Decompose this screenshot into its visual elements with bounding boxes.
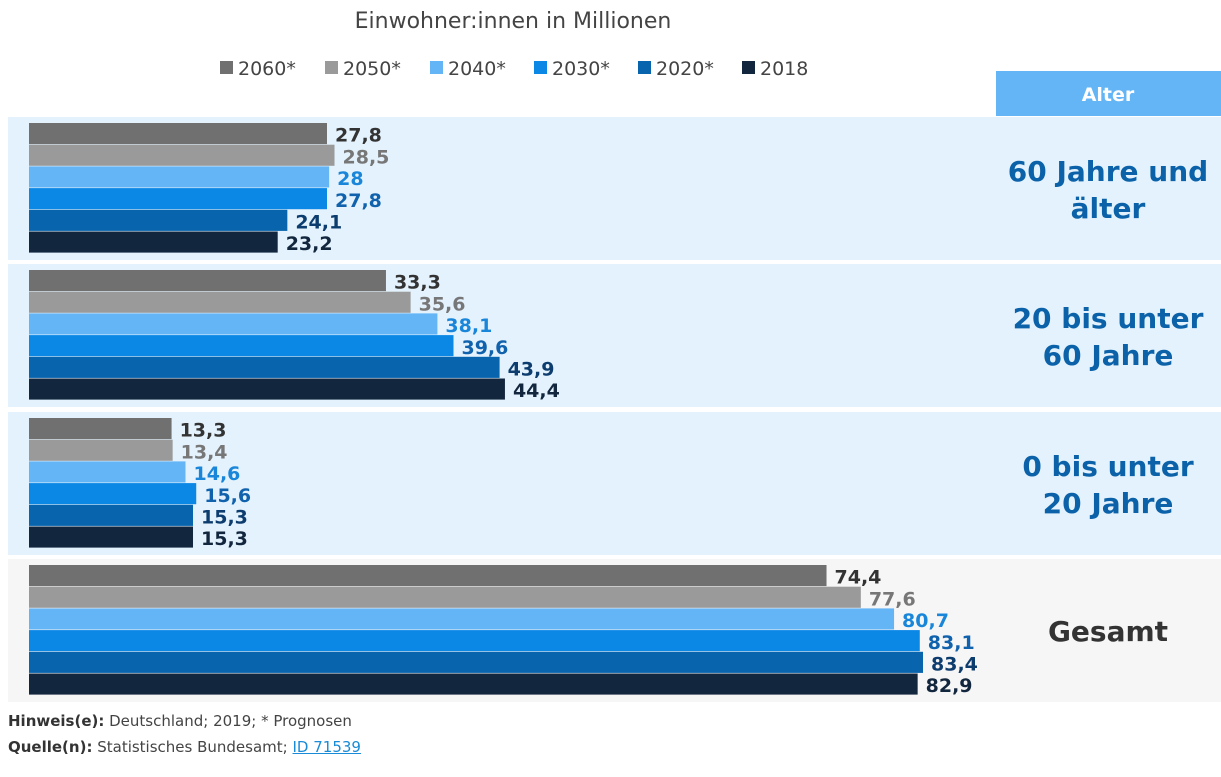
data-label: 33,3 <box>394 272 441 294</box>
bar <box>29 270 386 292</box>
data-label: 80,7 <box>902 610 949 632</box>
legend-label: 2040* <box>448 58 506 80</box>
data-label: 27,8 <box>335 125 382 147</box>
category-header: Alter <box>1082 84 1135 106</box>
data-label: 13,4 <box>181 441 228 463</box>
category-header-bg <box>996 71 1221 116</box>
legend-label: 2050* <box>343 58 401 80</box>
data-label: 82,9 <box>926 675 973 697</box>
bar <box>29 356 500 378</box>
data-label: 15,3 <box>201 507 248 529</box>
chart-title: Einwohner:innen in Millionen <box>355 9 672 34</box>
data-label: 77,6 <box>869 588 916 610</box>
legend-label: 2020* <box>656 58 714 80</box>
bar <box>29 144 335 166</box>
data-label: 39,6 <box>461 337 508 359</box>
data-label: 13,3 <box>180 420 227 442</box>
bar <box>29 630 920 652</box>
source-link[interactable]: ID 71539 <box>292 738 361 756</box>
bar <box>29 335 454 357</box>
data-label: 44,4 <box>513 380 560 402</box>
category-label: Gesamt <box>1048 615 1168 648</box>
data-label: 74,4 <box>835 567 882 589</box>
footnote: Hinweis(e): Deutschland; 2019; * Prognos… <box>8 712 352 730</box>
category-label: 20 bis unter 60 Jahre <box>1013 302 1204 372</box>
legend-swatch <box>534 61 547 74</box>
bar <box>29 209 288 231</box>
bar <box>29 673 918 695</box>
data-label: 23,2 <box>286 233 333 255</box>
bar <box>29 483 197 505</box>
data-label: 14,6 <box>194 463 241 485</box>
legend-swatch <box>220 61 233 74</box>
bar <box>29 418 172 440</box>
source-label: Quelle(n): <box>8 738 93 756</box>
data-label: 28 <box>337 168 363 190</box>
data-label: 38,1 <box>445 315 492 337</box>
bar <box>29 166 330 188</box>
bar <box>29 651 923 673</box>
legend-label: 2018 <box>760 58 808 80</box>
bar <box>29 461 186 483</box>
legend-swatch <box>430 61 443 74</box>
data-label: 24,1 <box>295 212 342 234</box>
data-label: 15,6 <box>204 485 251 507</box>
bar <box>29 565 827 587</box>
source-text: Statistisches Bundesamt; <box>92 738 293 756</box>
legend-swatch <box>325 61 338 74</box>
bar <box>29 378 505 400</box>
bar <box>29 439 173 461</box>
category-panel <box>8 412 1221 555</box>
category-label: 60 Jahre und älter <box>1008 155 1208 225</box>
data-label: 35,6 <box>419 293 466 315</box>
legend-label: 2030* <box>552 58 610 80</box>
data-label: 28,5 <box>343 146 390 168</box>
note-label: Hinweis(e): <box>8 712 105 730</box>
bar <box>29 504 194 526</box>
data-label: 83,1 <box>928 632 975 654</box>
bar <box>29 188 327 210</box>
source: Quelle(n): Statistisches Bundesamt; ID 7… <box>8 738 361 756</box>
data-label: 83,4 <box>931 654 978 676</box>
bar <box>29 313 438 335</box>
bar <box>29 586 861 608</box>
legend-swatch <box>742 61 755 74</box>
note-text: Deutschland; 2019; * Prognosen <box>104 712 352 730</box>
bar <box>29 123 327 145</box>
bar <box>29 291 411 313</box>
bar-chart: Einwohner:innen in Millionen 2060* 2050* 20… <box>8 9 1221 698</box>
legend-label: 2060* <box>238 58 296 80</box>
bar <box>29 608 895 630</box>
legend-swatch <box>638 61 651 74</box>
data-label: 43,9 <box>508 359 555 381</box>
bar <box>29 526 194 548</box>
category-label: 0 bis unter 20 Jahre <box>1022 450 1194 520</box>
bar <box>29 231 278 253</box>
data-label: 15,3 <box>201 528 248 550</box>
data-label: 27,8 <box>335 190 382 212</box>
